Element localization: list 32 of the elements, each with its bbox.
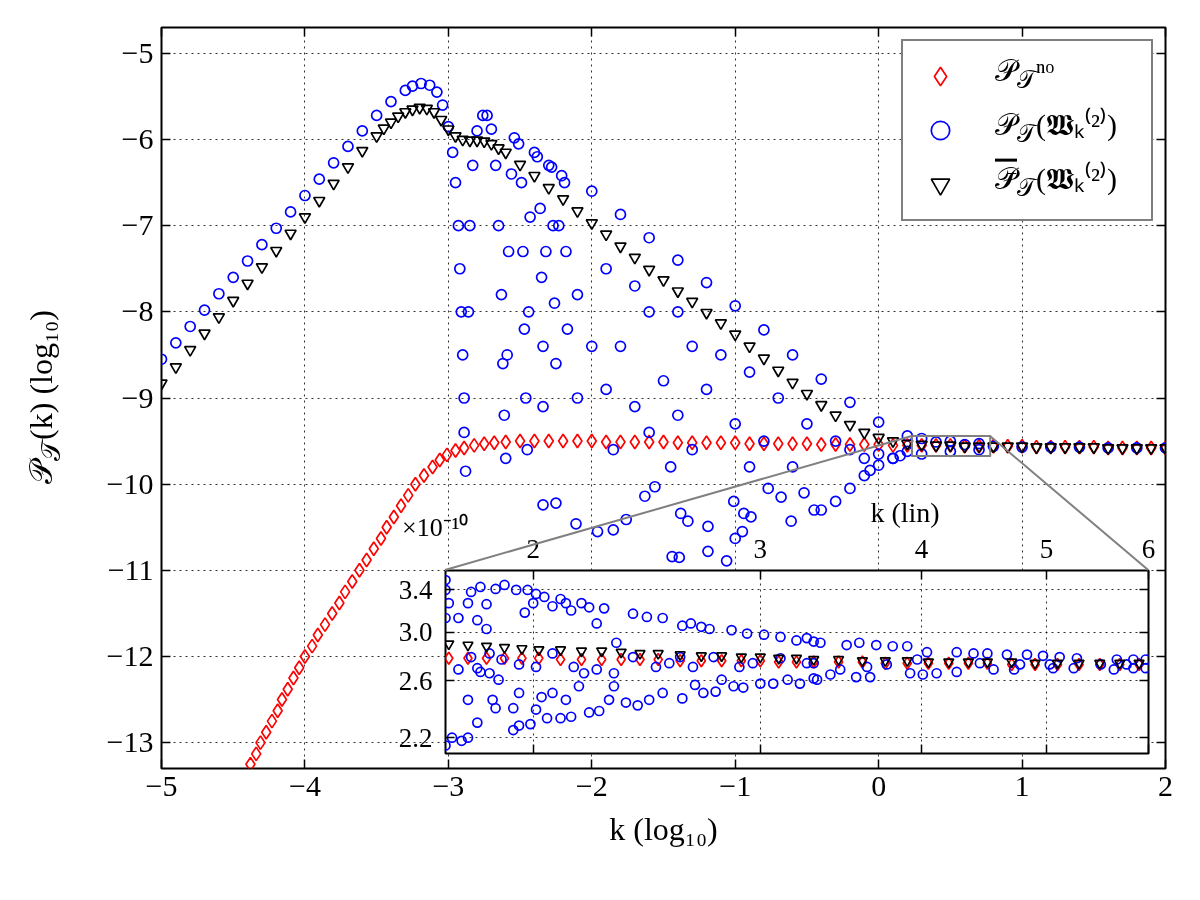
legend-label: 𝒫̄$_{𝒯}$(𝖂ₖ⁽²⁾) (995, 161, 1117, 203)
y-tick-label: −8 (121, 294, 154, 328)
legend-label: 𝒫$_{𝒯}$(𝖂ₖ⁽²⁾) (995, 107, 1117, 149)
x-tick-label: 2 (526, 533, 540, 564)
x-tick-label: −1 (719, 768, 752, 802)
y-tick-label: 2.2 (398, 722, 433, 753)
x-tick-label: −3 (432, 768, 465, 802)
y-tick-label: −9 (121, 380, 154, 414)
x-tick-label: 4 (914, 533, 929, 564)
y-tick-label: −11 (107, 552, 154, 586)
x-tick-label: −5 (145, 768, 178, 802)
x-tick-label: 3 (753, 533, 768, 564)
y-tick-label: −13 (106, 725, 154, 759)
y-tick-label: −7 (121, 208, 154, 242)
x-tick-label: 1 (1014, 768, 1030, 802)
y-tick-label: −5 (121, 35, 154, 69)
y-tick-label: 2.6 (398, 665, 433, 696)
x-tick-label: 0 (871, 768, 887, 802)
x-axis-title: k (log₁₀) (609, 810, 718, 847)
x-tick-label: −4 (288, 768, 321, 802)
y-tick-label: 3.4 (398, 574, 433, 605)
x-tick-label: 6 (1141, 533, 1156, 564)
legend-label: 𝒫$_{𝒯}$ⁿᵒ (995, 53, 1055, 95)
y-tick-label: −6 (121, 122, 154, 156)
x-tick-label: 5 (1039, 533, 1054, 564)
x-tick-label: 2 (1158, 768, 1173, 802)
y-axis-title: ×10⁻¹⁰ (402, 513, 469, 543)
x-axis-title: k (lin) (870, 496, 940, 530)
y-tick-label: −10 (106, 466, 154, 500)
x-tick-label: −2 (575, 768, 608, 802)
y-tick-label: −12 (106, 638, 154, 672)
y-tick-label: 3.0 (398, 617, 433, 648)
